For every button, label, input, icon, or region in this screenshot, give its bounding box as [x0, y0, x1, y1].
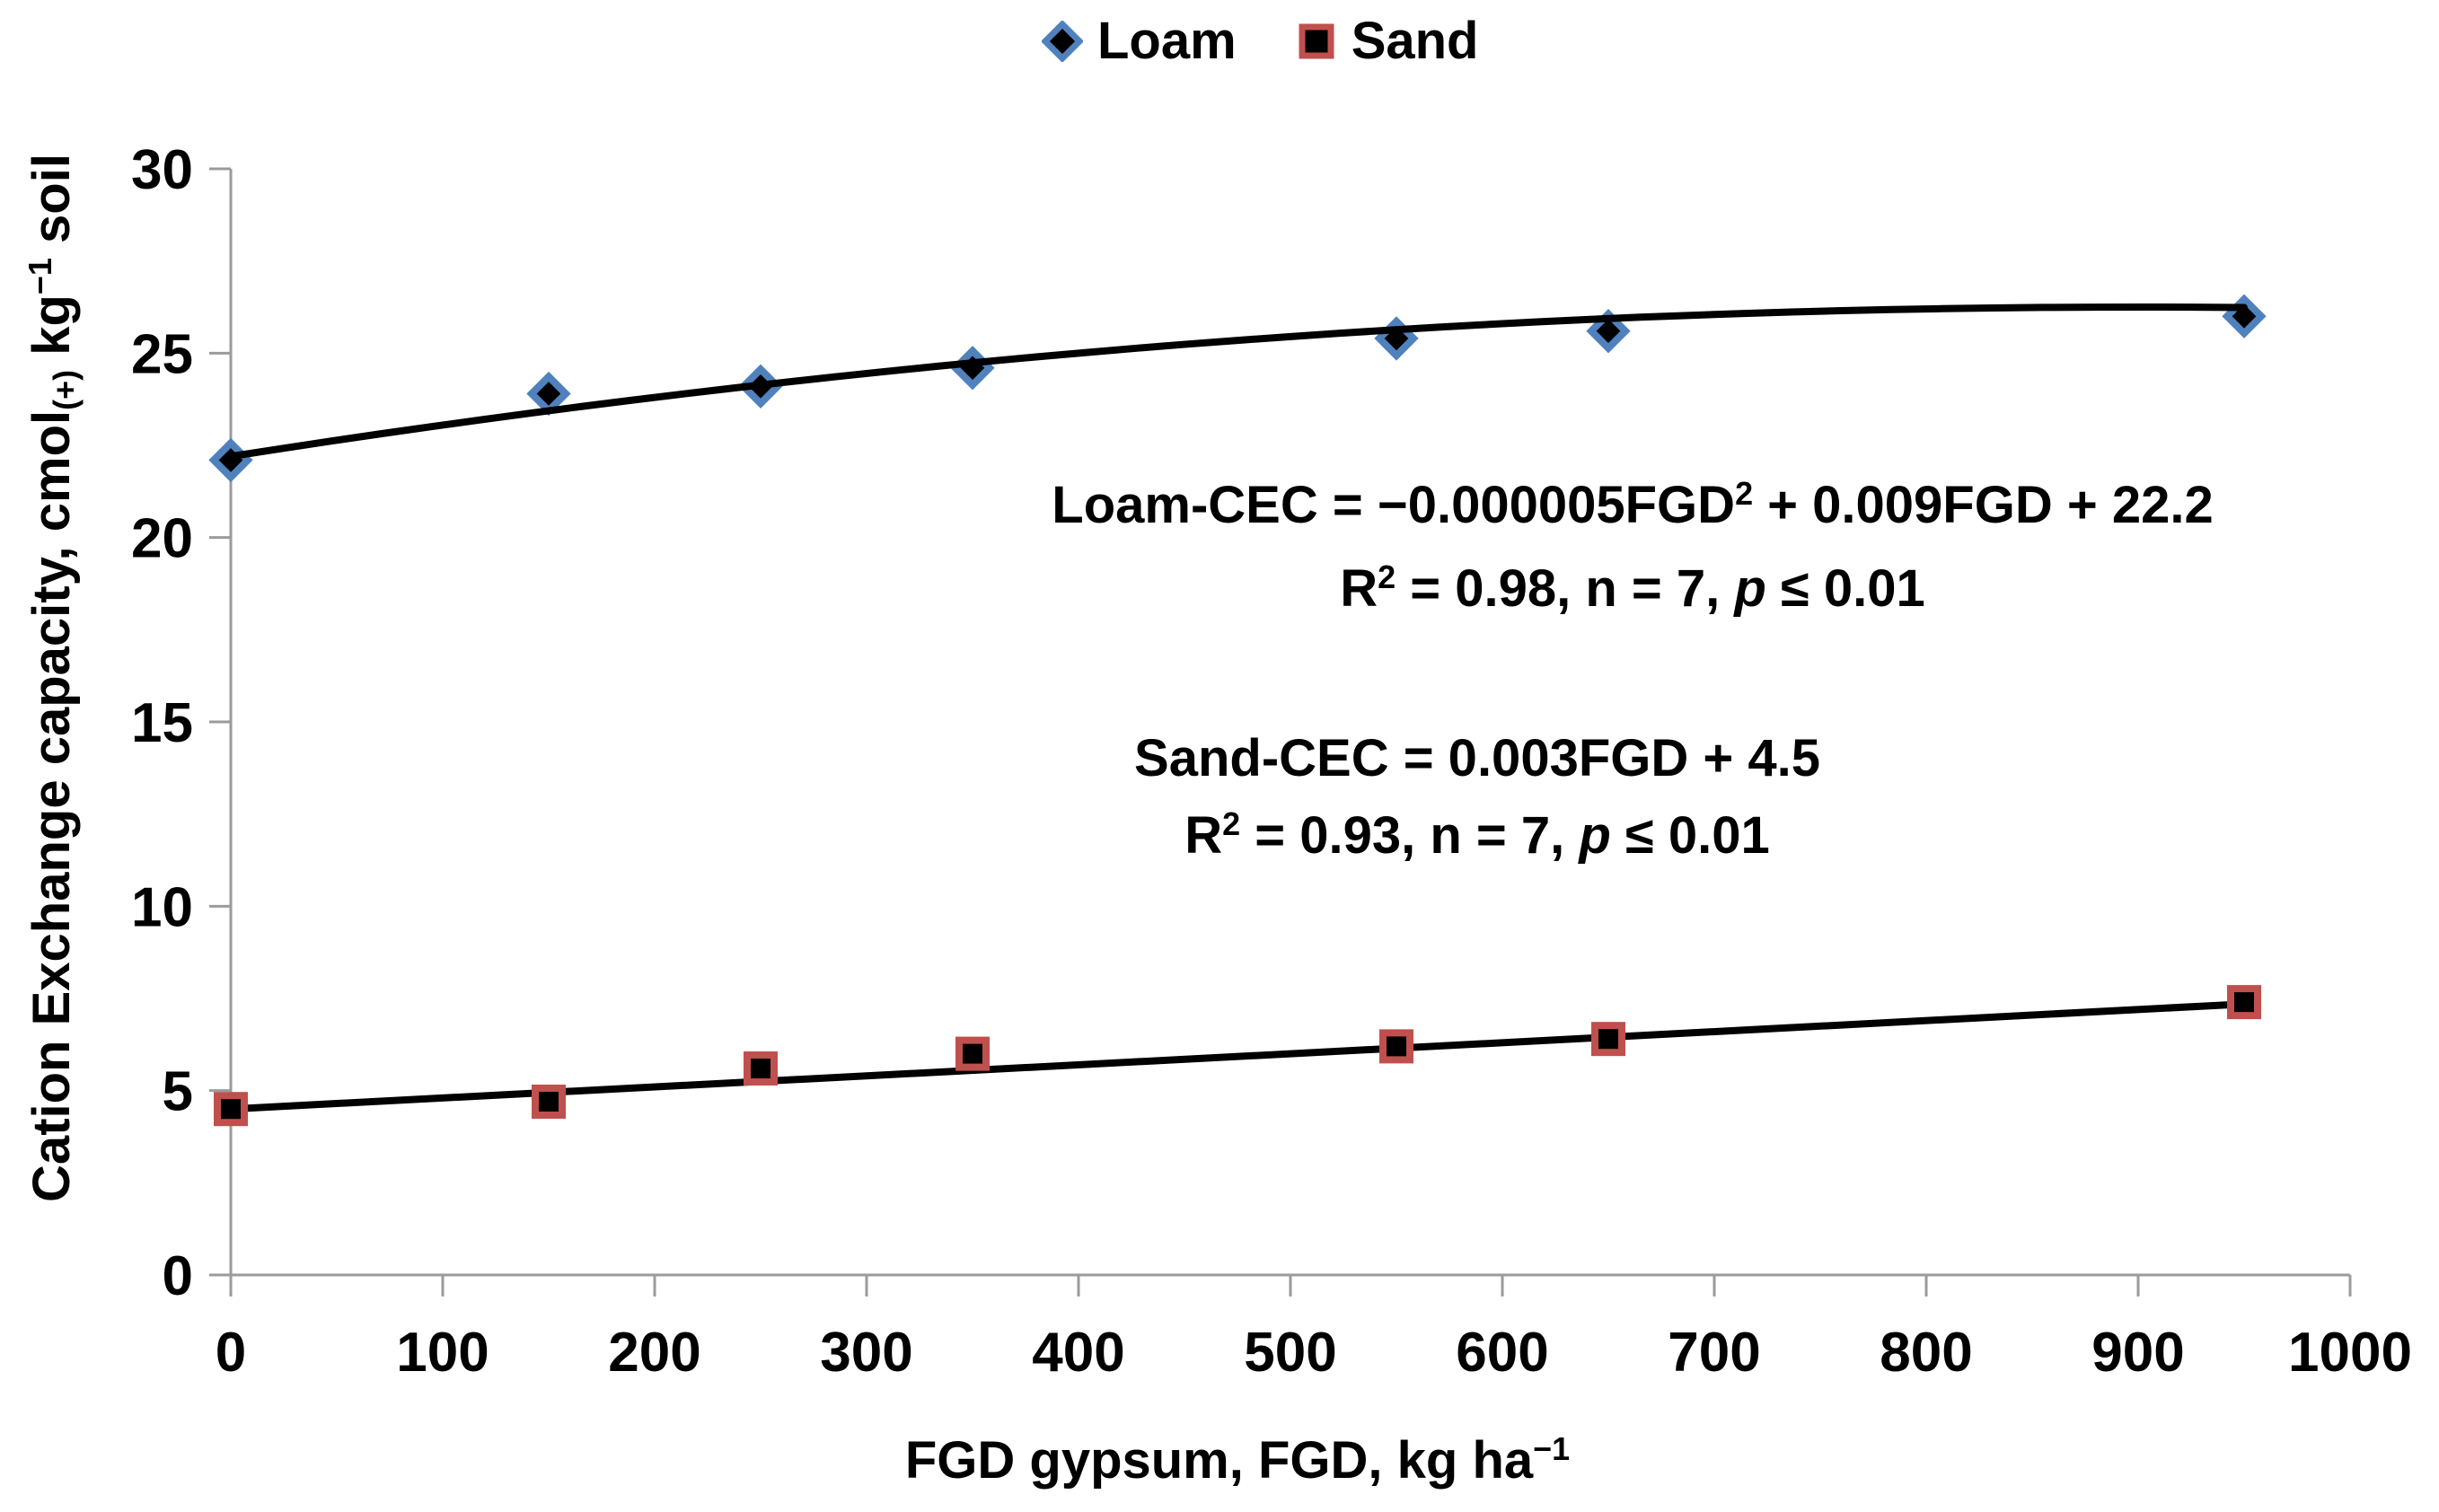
legend-item-loam: Loam [1042, 13, 1237, 70]
sand-marker [1379, 1029, 1413, 1064]
y-tick-label: 30 [131, 139, 193, 201]
sand-stats-mid: = 0.93, n = 7, [1240, 806, 1580, 865]
sand-trendline [227, 1000, 2248, 1113]
y-axis-title-superscript: −1 [22, 258, 59, 295]
x-axis-title-text: FGD gypsum, FGD, kg ha [904, 1431, 1534, 1490]
x-tick-label: 1000 [2288, 1322, 2412, 1384]
x-tick-label: 500 [1244, 1322, 1336, 1384]
legend: Loam Sand [1042, 13, 1479, 70]
loam-diamond-icon [1042, 21, 1083, 62]
loam-stats-mid: = 0.98, n = 7, [1396, 559, 1735, 618]
sand-eq: Sand-CEC = 0.003FGD + 4.5 [1134, 729, 1820, 787]
x-axis-title: FGD gypsum, FGD, kg ha−1 [609, 1430, 1866, 1497]
x-axis-title-superscript: −1 [1533, 1430, 1571, 1468]
sand-marker [955, 1036, 990, 1071]
y-tick-label: 0 [163, 1245, 193, 1307]
sand-marker [744, 1051, 778, 1086]
sand-marker [214, 1092, 248, 1127]
loam-eq-pre: Loam-CEC = −0.000005FGD [1052, 476, 1736, 534]
y-axis-title: Cation Exchange capacity, cmol(+) kg−1 s… [12, 0, 92, 1396]
sand-equation-line: Sand-CEC = 0.003FGD + 4.5 [983, 720, 1971, 797]
sand-stats-r: R [1184, 806, 1223, 865]
legend-label-loam: Loam [1097, 12, 1237, 70]
x-tick-label: 200 [608, 1322, 700, 1384]
x-tick-label: 300 [820, 1322, 912, 1384]
legend-item-sand: Sand [1296, 13, 1479, 70]
sand-marker [2227, 985, 2261, 1020]
sand-marker [1591, 1022, 1625, 1057]
loam-marker [1586, 309, 1631, 354]
loam-stats-post: ≤ 0.01 [1765, 559, 1925, 618]
x-tick-label: 800 [1880, 1322, 1972, 1384]
loam-stats-r: R [1340, 559, 1378, 618]
y-tick-label: 15 [131, 692, 193, 754]
loam-stats-line: R2 = 0.98, n = 7, p ≤ 0.01 [986, 550, 2279, 634]
y-tick-label: 25 [131, 323, 193, 385]
y-tick-label: 5 [163, 1061, 193, 1123]
y-axis-title-post: soil [22, 154, 81, 259]
sand-stats-r-sup: 2 [1222, 805, 1241, 843]
y-tick-label: 20 [131, 508, 193, 570]
loam-equation-line: Loam-CEC = −0.000005FGD2 + 0.009FGD + 22… [986, 467, 2279, 550]
x-tick-label: 400 [1032, 1322, 1124, 1384]
loam-eq-post: + 0.009FGD + 22.2 [1753, 476, 2214, 534]
y-axis-title-text: Cation Exchange capacity, cmol [22, 409, 81, 1202]
x-tick-label: 600 [1456, 1322, 1548, 1384]
loam-marker [208, 437, 253, 483]
loam-stats-r-sup: 2 [1378, 558, 1396, 596]
sand-equation-annotation: Sand-CEC = 0.003FGD + 4.5 R2 = 0.93, n =… [983, 720, 1971, 881]
x-tick-label: 900 [2091, 1322, 2184, 1384]
y-axis-title-mid: kg [22, 294, 81, 370]
legend-label-sand: Sand [1351, 12, 1479, 70]
x-tick-label: 700 [1668, 1322, 1760, 1384]
x-tick-label: 0 [216, 1322, 246, 1384]
sand-stats-p: p [1579, 806, 1611, 865]
loam-eq-sup: 2 [1735, 475, 1754, 513]
sand-stats-post: ≤ 0.01 [1610, 806, 1770, 865]
loam-marker [950, 346, 995, 391]
y-axis-title-subscript: (+) [46, 369, 84, 410]
sand-stats-line: R2 = 0.93, n = 7, p ≤ 0.01 [983, 797, 1971, 881]
loam-equation-annotation: Loam-CEC = −0.000005FGD2 + 0.009FGD + 22… [986, 467, 2279, 634]
sand-marker [532, 1084, 566, 1119]
loam-stats-p: p [1734, 559, 1766, 618]
sand-square-icon [1299, 23, 1334, 59]
loam-trendline [227, 303, 2248, 461]
x-tick-label: 100 [396, 1322, 489, 1384]
y-tick-label: 10 [131, 876, 193, 938]
